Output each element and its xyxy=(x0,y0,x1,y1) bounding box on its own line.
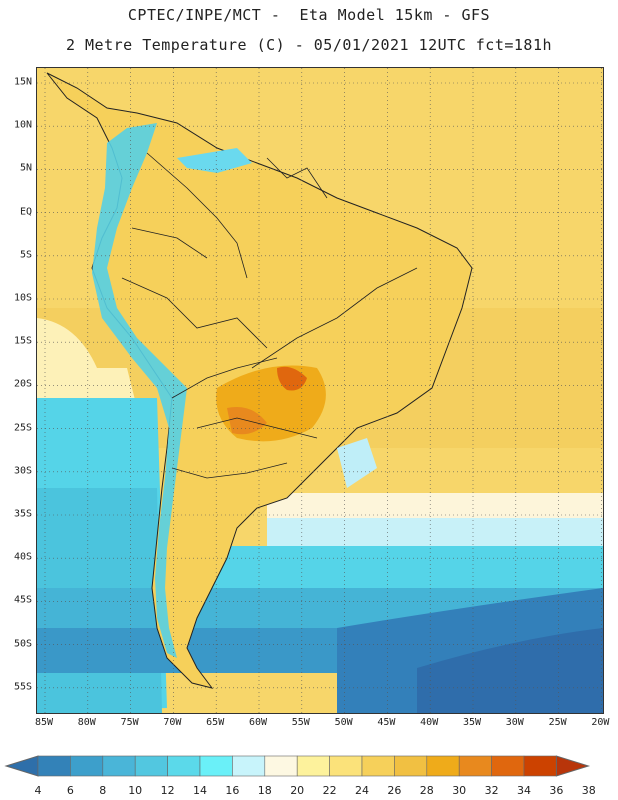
colorbar-tick-label: 26 xyxy=(387,784,402,797)
lat-label: 15N xyxy=(13,76,32,88)
lon-label: 75W xyxy=(120,717,139,728)
colorbar-tick-label: 14 xyxy=(193,784,207,797)
colorbar-arrow-high xyxy=(555,755,591,777)
colorbar-tick-label: 34 xyxy=(517,784,531,797)
colorbar-swatch xyxy=(296,755,330,777)
lat-label: 50S xyxy=(13,638,32,650)
lat-label: 10S xyxy=(13,292,32,304)
colorbar-tick-label: 32 xyxy=(484,784,499,797)
chart-subtitle: 2 Metre Temperature (C) - 05/01/2021 12U… xyxy=(65,36,553,54)
lon-label: 60W xyxy=(248,717,268,728)
colorbar xyxy=(4,755,591,777)
colorbar-swatch xyxy=(523,755,557,777)
colorbar-swatch xyxy=(394,755,428,777)
andes-cold-strip xyxy=(92,123,187,658)
colorbar-tick-label: 4 xyxy=(34,784,42,797)
lon-label: 50W xyxy=(334,717,353,728)
lon-label: 35W xyxy=(462,717,482,728)
lon-label: 45W xyxy=(377,717,396,728)
colorbar-tick-label: 28 xyxy=(419,784,434,797)
colorbar-arrow-low xyxy=(4,755,39,777)
colorbar-tick-label: 38 xyxy=(581,784,596,797)
lon-label: 70W xyxy=(163,717,182,728)
colorbar-swatch xyxy=(199,755,233,777)
lon-label: 80W xyxy=(77,717,96,728)
colorbar-tick-label: 18 xyxy=(257,784,272,797)
guiana-highlands-cool xyxy=(177,148,252,173)
colorbar-swatch xyxy=(167,755,201,777)
lon-label: 55W xyxy=(291,717,310,728)
lat-label: 30S xyxy=(13,465,32,477)
lat-label: 40S xyxy=(13,551,32,563)
lat-label: 5N xyxy=(19,162,32,174)
colorbar-swatch xyxy=(329,755,363,777)
lat-label: 15S xyxy=(13,335,32,347)
lat-label: 25S xyxy=(13,422,32,434)
colorbar-swatch xyxy=(426,755,460,777)
colorbar-swatch xyxy=(134,755,168,777)
colorbar-swatch xyxy=(232,755,266,777)
brazil-coast-cool xyxy=(337,438,377,488)
lat-label: 45S xyxy=(13,594,32,606)
colorbar-swatch xyxy=(37,755,71,777)
lat-label: 10N xyxy=(13,119,32,131)
colorbar-tick-label: 8 xyxy=(99,784,107,797)
lat-label: EQ xyxy=(19,206,32,218)
lon-label: 30W xyxy=(505,717,524,728)
lat-label: 20S xyxy=(13,378,32,390)
map-svg xyxy=(37,68,603,713)
colorbar-swatch xyxy=(491,755,525,777)
colorbar-tick-label: 36 xyxy=(549,784,564,797)
colorbar-tick-label: 30 xyxy=(452,784,467,797)
lon-label: 20W xyxy=(591,717,610,728)
lat-label: 35S xyxy=(13,508,32,520)
colorbar-swatch xyxy=(102,755,136,777)
lon-label: 40W xyxy=(420,717,439,728)
colorbar-swatch xyxy=(264,755,298,777)
lon-label: 65W xyxy=(206,717,225,728)
lon-label: 85W xyxy=(34,717,54,728)
colorbar-tick-label: 10 xyxy=(128,784,143,797)
lat-label: 5S xyxy=(19,249,32,261)
colorbar-tick-label: 16 xyxy=(225,784,240,797)
colorbar-swatch xyxy=(361,755,395,777)
colorbar-swatch xyxy=(70,755,104,777)
lon-label: 25W xyxy=(548,717,567,728)
colorbar-tick-label: 20 xyxy=(290,784,305,797)
colorbar-swatch xyxy=(458,755,492,777)
ocean-southern-4 xyxy=(417,628,603,713)
hottest-region xyxy=(277,366,307,391)
chart-title: CPTEC/INPE/MCT - Eta Model 15km - GFS xyxy=(127,6,491,24)
colorbar-tick-label: 12 xyxy=(160,784,175,797)
colorbar-tick-label: 22 xyxy=(322,784,337,797)
temperature-map xyxy=(36,67,604,714)
lat-label: 55S xyxy=(13,681,32,693)
colorbar-tick-label: 24 xyxy=(355,784,369,797)
colorbar-tick-label: 6 xyxy=(66,784,74,797)
